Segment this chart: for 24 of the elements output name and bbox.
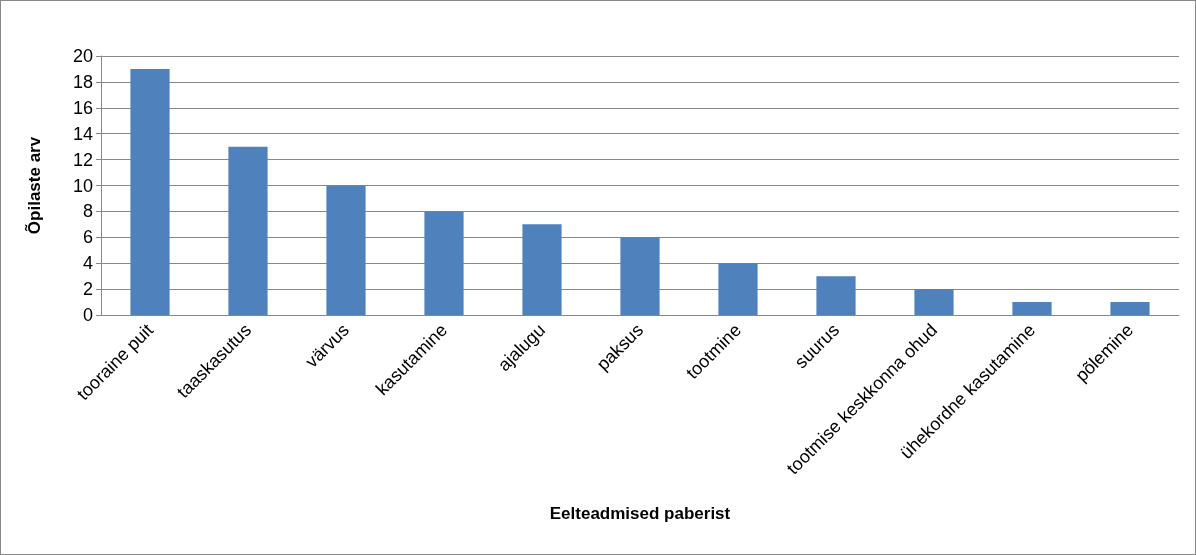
y-tick-label: 14 [72, 123, 93, 144]
bar [424, 211, 464, 315]
y-tick-label: 16 [72, 97, 93, 118]
y-axis-title: Õpilaste arv [24, 136, 44, 235]
y-tick-label: 20 [72, 46, 93, 66]
x-axis-title: Eelteadmised paberist [549, 504, 731, 523]
y-tick-label: 18 [72, 71, 93, 92]
y-tick-label: 6 [82, 227, 93, 248]
bar [914, 289, 954, 315]
bar [1012, 302, 1052, 315]
y-tick-label: 2 [82, 279, 93, 300]
y-tick-label: 10 [72, 175, 93, 196]
y-tick-label: 0 [82, 305, 93, 325]
bar [130, 68, 170, 315]
bar [816, 276, 856, 315]
bar [718, 263, 758, 315]
bar [228, 146, 268, 315]
y-tick-label: 4 [82, 253, 93, 274]
y-tick-label: 8 [82, 201, 93, 222]
bar [326, 185, 366, 315]
y-tick-label: 12 [72, 149, 93, 170]
bar [620, 237, 660, 315]
bar [522, 224, 562, 315]
bar [1110, 302, 1150, 315]
